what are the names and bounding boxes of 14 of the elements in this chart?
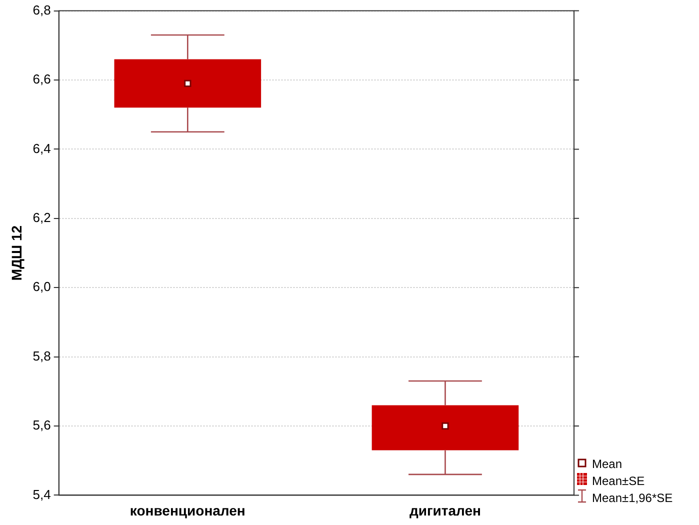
y-axis-title: МДШ 12 xyxy=(8,225,24,281)
y-tick-label: 6,6 xyxy=(32,72,51,87)
text: Mean xyxy=(592,456,622,470)
y-tick-label: 6,8 xyxy=(32,2,51,18)
y-tick-label: 6,4 xyxy=(32,140,51,156)
y-tick-label: 6,2 xyxy=(32,210,51,225)
y-tick-label: 6,0 xyxy=(32,279,51,294)
y-tick-label: 5,6 xyxy=(32,418,51,433)
x-tick-label: конвенционален xyxy=(130,502,246,518)
x-tick-label: дигитален xyxy=(409,502,481,518)
y-tick-label: 5,8 xyxy=(32,348,51,364)
text: Mean±SE xyxy=(592,474,645,488)
text: Mean±1,96*SE xyxy=(592,490,673,504)
y-tick-label: 5,4 xyxy=(32,486,51,502)
